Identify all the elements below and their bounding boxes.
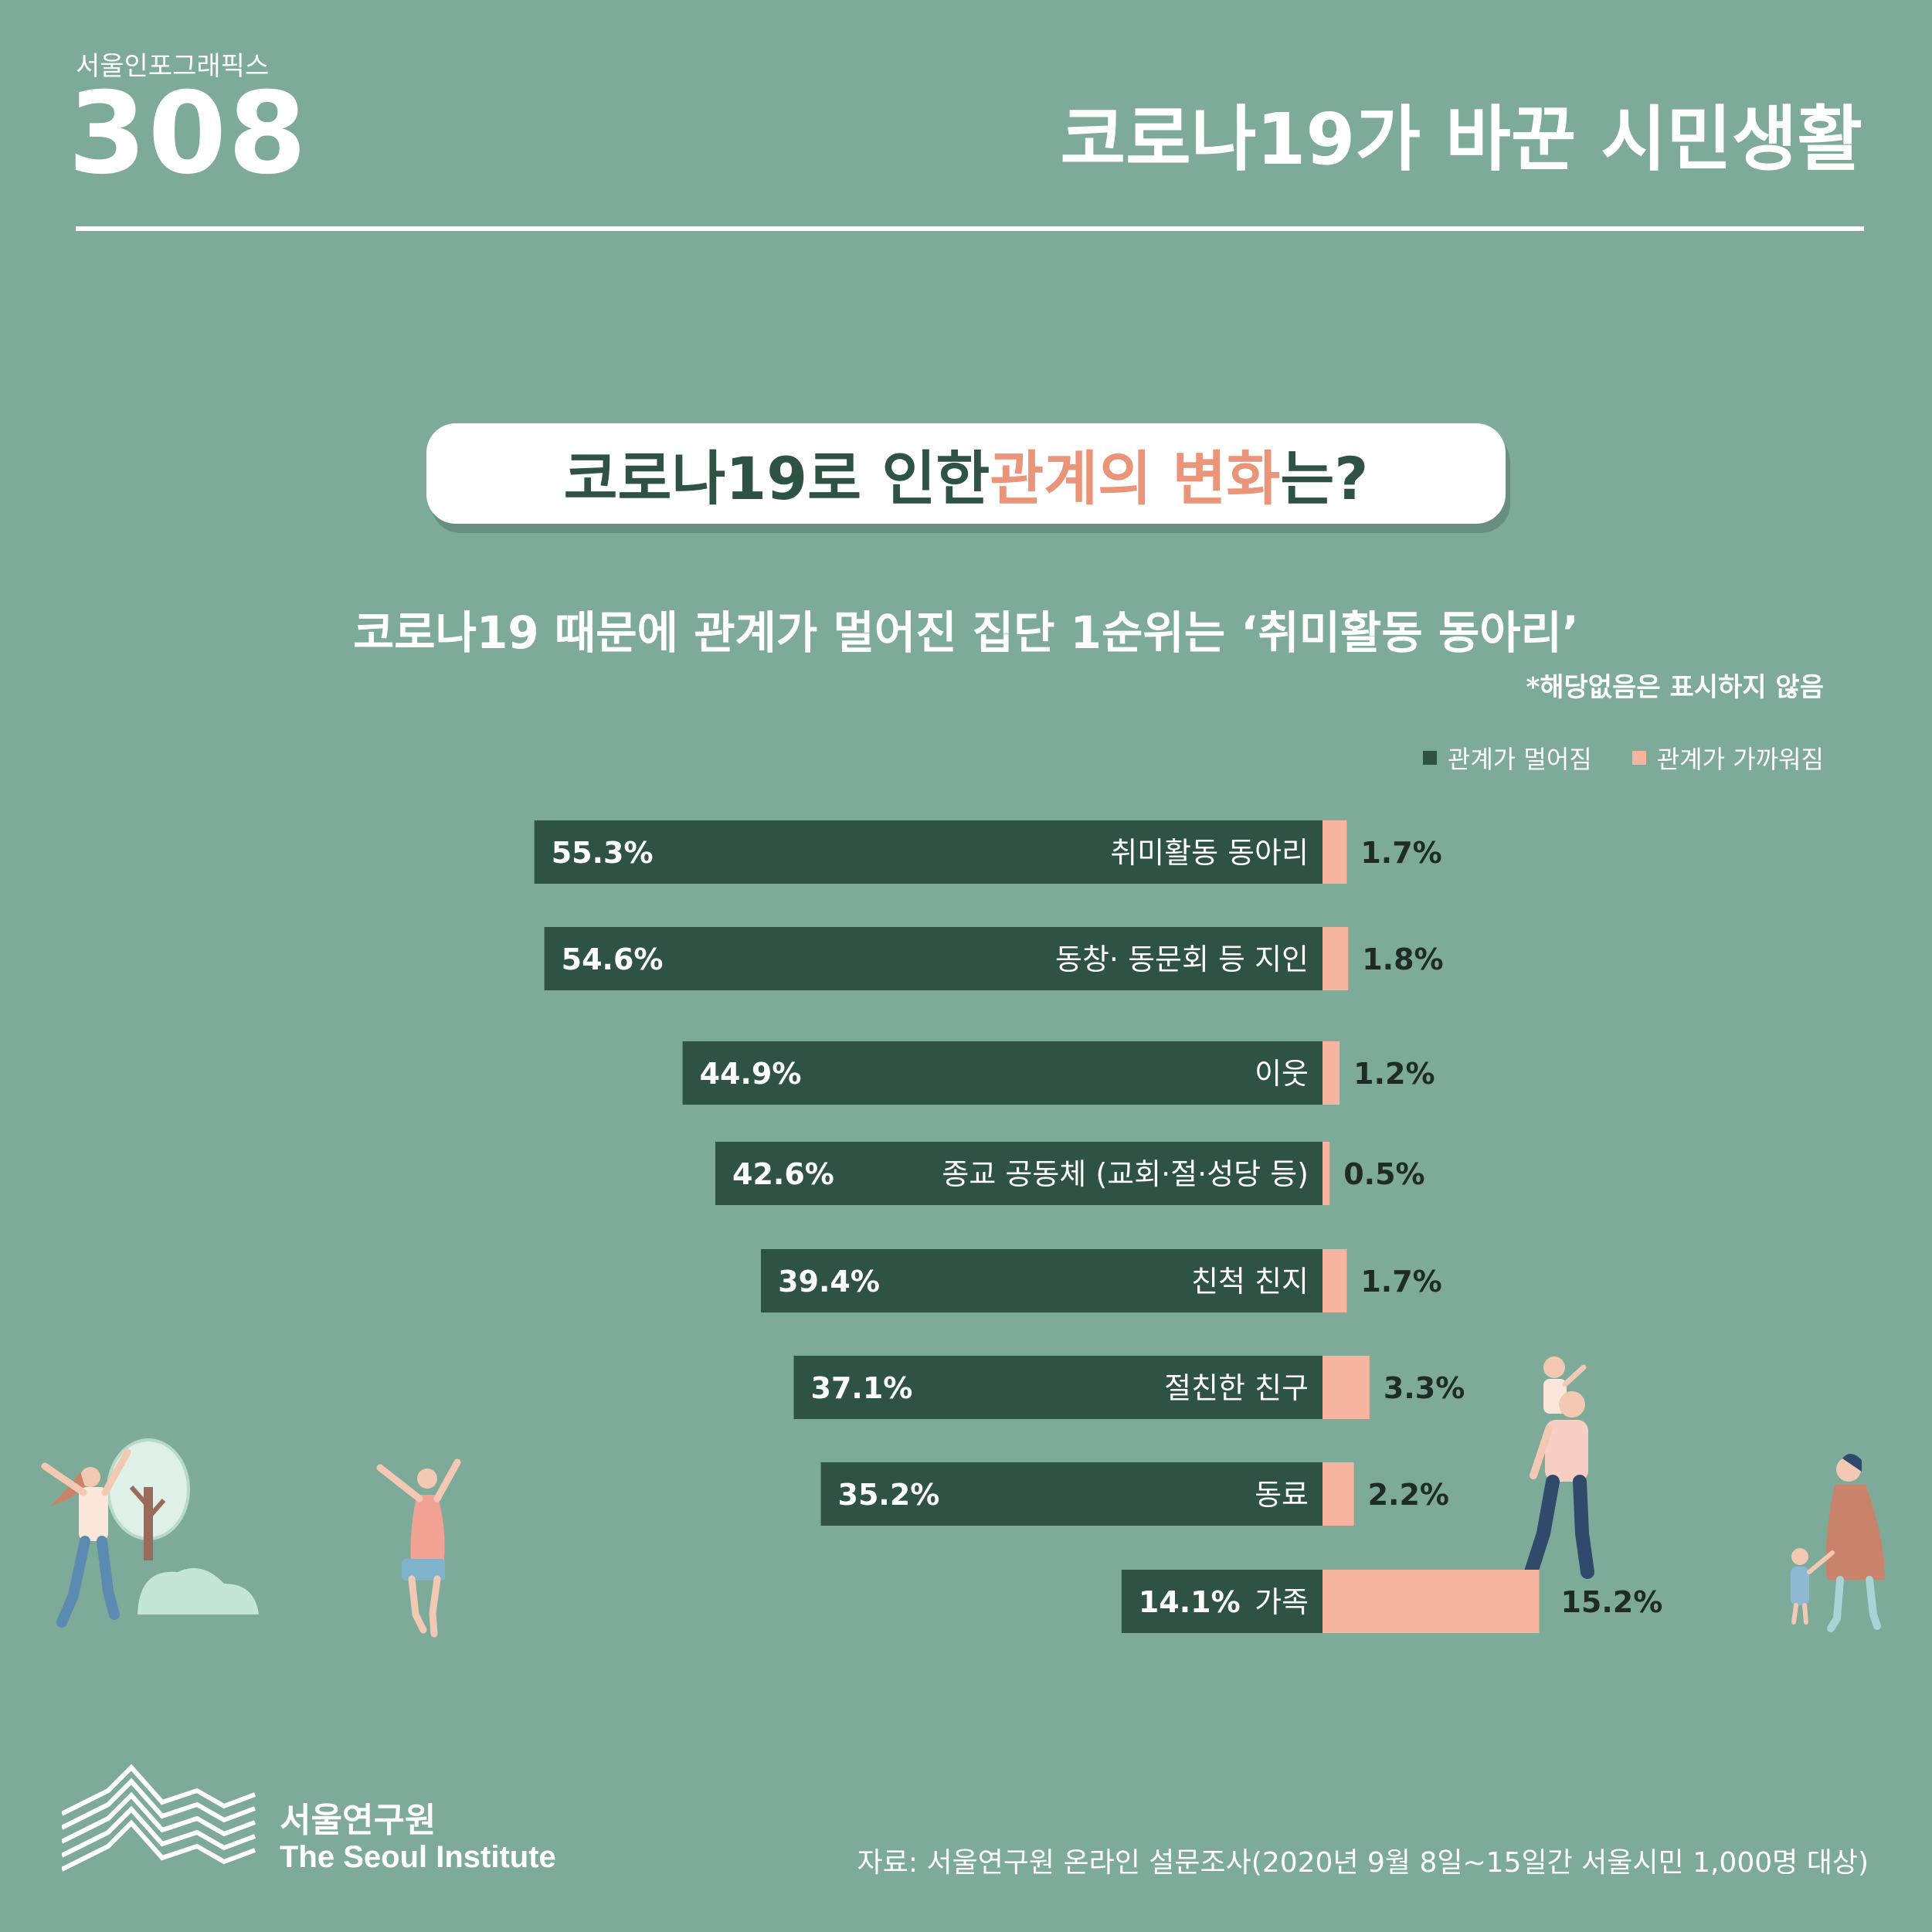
father-and-child-icon — [1524, 1356, 1594, 1579]
bar-closer — [1323, 1142, 1330, 1205]
bar-closer — [1323, 1356, 1370, 1419]
value-label-closer: 1.2% — [1353, 1057, 1435, 1091]
bar-closer — [1323, 820, 1347, 884]
bar-closer — [1323, 1041, 1340, 1105]
value-label-closer: 1.7% — [1360, 836, 1441, 870]
org-name-korean: 서울연구원 — [280, 1801, 436, 1840]
value-label-farther: 55.3% — [552, 836, 654, 870]
chart-subtitle: 코로나19 때문에 관계가 멀어진 집단 1순위는 ‘취미활동 동아리’ — [352, 606, 1580, 659]
question-text-2: 는? — [1280, 444, 1369, 513]
category-label: 동료 — [1255, 1478, 1309, 1512]
value-label-farther: 14.1% — [1139, 1585, 1241, 1619]
value-label-closer: 1.7% — [1360, 1265, 1441, 1299]
legend-label-farther: 관계가 멀어짐 — [1447, 745, 1592, 774]
legend-swatch-farther — [1422, 751, 1437, 765]
bar-farther — [1121, 1570, 1323, 1633]
data-source: 자료: 서울연구원 온라인 설문조사(2020년 9월 8일~15일간 서울시민… — [857, 1847, 1869, 1879]
category-label: 동창· 동문회 등 지인 — [1055, 942, 1309, 976]
bar-closer — [1323, 927, 1349, 990]
legend-swatch-closer — [1632, 751, 1646, 765]
category-label: 절친한 친구 — [1164, 1371, 1309, 1405]
value-label-farther: 37.1% — [811, 1371, 913, 1405]
bar-farther — [761, 1249, 1323, 1312]
bar-farther — [820, 1462, 1323, 1526]
value-label-closer: 0.5% — [1343, 1157, 1424, 1191]
category-label: 취미활동 동아리 — [1110, 836, 1309, 870]
dancing-woman-icon — [41, 1448, 131, 1628]
seoul-institute-logo — [60, 1760, 270, 1876]
series-label: 서울인포그래픽스 — [76, 51, 270, 82]
header-divider — [76, 226, 1864, 231]
legend-label-closer: 관계가 가까워짐 — [1656, 745, 1824, 774]
org-name-english: The Seoul Institute — [280, 1840, 556, 1874]
cheering-woman-icon — [376, 1458, 461, 1638]
value-label-farther: 39.4% — [778, 1265, 880, 1299]
question-highlight: 관계의 변화 — [990, 444, 1281, 513]
category-label: 종교 공동체 (교회·절·성당 등) — [942, 1157, 1309, 1191]
value-label-closer: 1.8% — [1362, 942, 1443, 976]
category-label: 이웃 — [1255, 1057, 1309, 1091]
question-banner: 코로나19로 인한 관계의 변화 는? — [426, 423, 1506, 524]
tree-illustration — [107, 1438, 259, 1615]
people-illustrations — [41, 1356, 1885, 1638]
bar-farther — [544, 927, 1323, 990]
bar-closer — [1323, 1570, 1540, 1633]
bar-farther — [793, 1356, 1323, 1419]
chart-legend: 관계가 멀어짐 관계가 가까워짐 — [1422, 740, 1824, 776]
bar-farther — [682, 1041, 1323, 1105]
bar-farther — [534, 820, 1323, 884]
bar-closer — [1323, 1249, 1347, 1312]
category-label: 가족 — [1255, 1585, 1309, 1619]
logo-mark-icon — [60, 1764, 256, 1872]
value-label-farther: 54.6% — [562, 942, 664, 976]
value-label-closer: 2.2% — [1368, 1478, 1449, 1512]
value-label-closer: 3.3% — [1384, 1371, 1465, 1405]
mother-and-daughter-icon — [1791, 1453, 1885, 1632]
bar-farther — [715, 1142, 1323, 1205]
category-label: 친척 친지 — [1191, 1265, 1309, 1299]
footnote: *해당없음은 표시하지 않음 — [1526, 672, 1824, 703]
value-label-farther: 42.6% — [732, 1157, 834, 1191]
bar-closer — [1323, 1462, 1354, 1526]
series-number: 308 — [68, 68, 308, 199]
question-text-1: 코로나19로 인한 — [563, 444, 990, 513]
value-label-farther: 44.9% — [700, 1057, 802, 1091]
page-title: 코로나19가 바꾼 시민생활 — [1060, 98, 1863, 181]
bar-series-group: 55.3% 취미활동 동아리 1.7% 54.6% 동창· 동문회 등 지인 1.8% 44… — [534, 820, 1662, 1633]
value-label-closer: 15.2% — [1560, 1585, 1662, 1619]
value-label-farther: 35.2% — [838, 1478, 940, 1512]
